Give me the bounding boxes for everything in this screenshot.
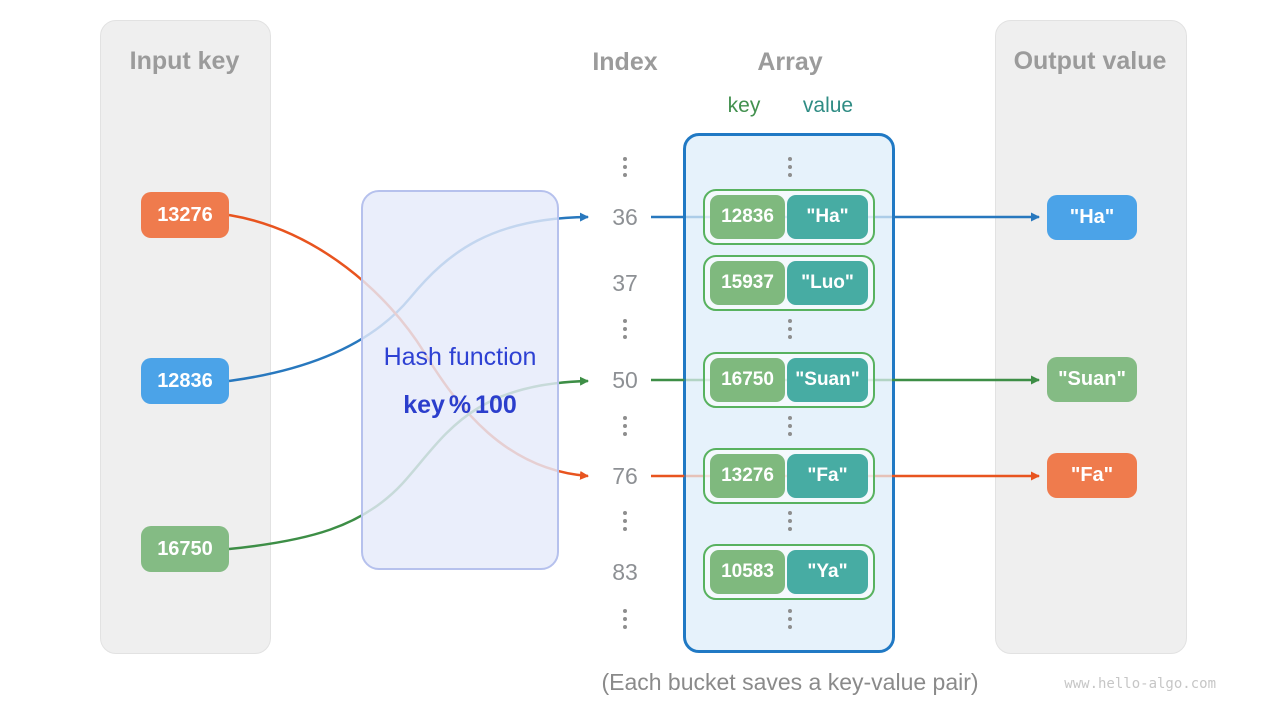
- output-value-box: "Suan": [1047, 357, 1137, 402]
- bucket-pair: 16750 "Suan": [703, 352, 875, 408]
- array-column-header: Array: [757, 48, 823, 76]
- output-value-box: "Fa": [1047, 453, 1137, 498]
- input-key-box: 13276: [141, 192, 229, 238]
- ellipsis-dots: [786, 416, 794, 436]
- index-label: 37: [612, 270, 638, 296]
- ellipsis-dots: [621, 609, 629, 629]
- ellipsis-dots: [621, 319, 629, 339]
- hash-function-formula: key % 100: [403, 391, 517, 419]
- ellipsis-dots: [786, 157, 794, 177]
- value-column-header: value: [802, 94, 854, 117]
- pair-key-box: 16750: [710, 358, 785, 402]
- watermark: www.hello-algo.com: [1064, 676, 1216, 692]
- index-column-header: Index: [592, 48, 658, 76]
- index-label: 50: [612, 367, 638, 393]
- ellipsis-dots: [786, 511, 794, 531]
- pair-value-box: "Suan": [787, 358, 868, 402]
- caption: (Each bucket saves a key-value pair): [601, 669, 979, 695]
- pair-key-box: 13276: [710, 454, 785, 498]
- hash-function-title: Hash function: [383, 343, 537, 371]
- pair-key-box: 15937: [710, 261, 785, 305]
- ellipsis-dots: [621, 157, 629, 177]
- index-label: 76: [612, 463, 638, 489]
- key-column-header: key: [727, 94, 761, 117]
- input-key-box: 12836: [141, 358, 229, 404]
- pair-value-box: "Ha": [787, 195, 868, 239]
- pair-value-box: "Luo": [787, 261, 868, 305]
- ellipsis-dots: [786, 609, 794, 629]
- output-panel-title: Output value: [1013, 47, 1167, 75]
- index-label: 36: [612, 204, 638, 230]
- output-value-box: "Ha": [1047, 195, 1137, 240]
- bucket-pair: 12836 "Ha": [703, 189, 875, 245]
- input-key-box: 16750: [141, 526, 229, 572]
- pair-key-box: 10583: [710, 550, 785, 594]
- ellipsis-dots: [621, 416, 629, 436]
- output-value-panel: [995, 20, 1187, 654]
- bucket-pair: 13276 "Fa": [703, 448, 875, 504]
- hash-function-box: [361, 190, 559, 570]
- ellipsis-dots: [621, 511, 629, 531]
- pair-key-box: 12836: [710, 195, 785, 239]
- pair-value-box: "Ya": [787, 550, 868, 594]
- bucket-pair: 15937 "Luo": [703, 255, 875, 311]
- pair-value-box: "Fa": [787, 454, 868, 498]
- bucket-pair: 10583 "Ya": [703, 544, 875, 600]
- ellipsis-dots: [786, 319, 794, 339]
- input-panel-title: Input key: [129, 47, 240, 75]
- index-label: 83: [612, 559, 638, 585]
